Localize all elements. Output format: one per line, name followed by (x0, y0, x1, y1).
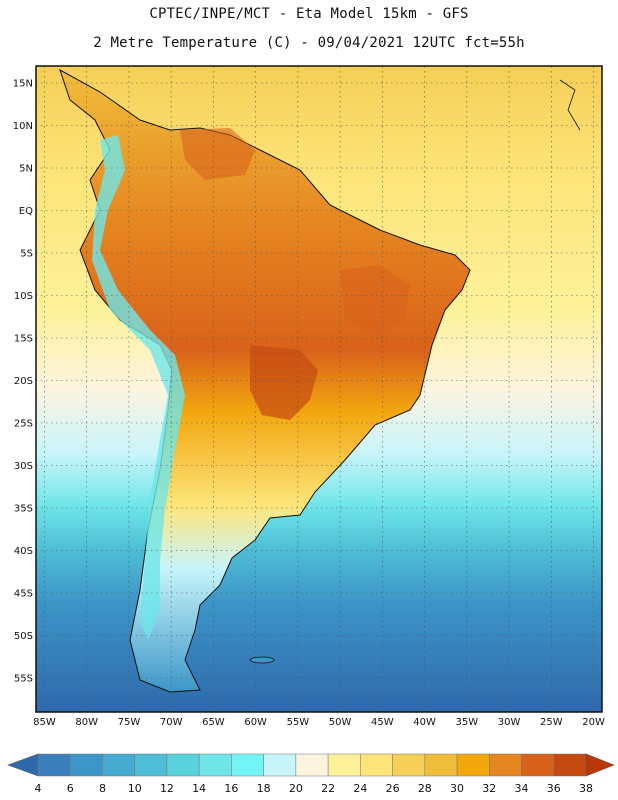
colorbar-swatch (489, 753, 522, 777)
lat-label: 10N (13, 121, 33, 132)
colorbar-tick-label: 38 (579, 782, 593, 795)
colorbar-swatch (37, 753, 71, 777)
lat-label: 40S (14, 546, 33, 557)
colorbar-tick-label: 8 (99, 782, 106, 795)
colorbar-swatch (69, 753, 103, 777)
map-title-line1: CPTEC/INPE/MCT - Eta Model 15km - GFS (149, 6, 469, 22)
colorbar-swatch (134, 753, 168, 777)
lat-label: EQ (19, 206, 33, 217)
colorbar-tick-label: 24 (353, 782, 367, 795)
lat-label: 50S (14, 631, 33, 642)
colorbar-swatch (295, 753, 329, 777)
colorbar-swatch (263, 753, 297, 777)
lon-label: 85W (33, 717, 56, 728)
longitude-labels: 85W 80W 75W 70W 65W 60W 55W 50W 45W 40W 35W 30W 25W 2… (33, 717, 605, 728)
lon-label: 65W (202, 717, 225, 728)
colorbar-swatch (231, 753, 264, 777)
map-frame (35, 65, 603, 713)
lat-label: 10S (14, 291, 33, 302)
colorbar: 4 6 8 10 12 14 16 18 20 22 24 26 28 30 32 34 36 38 (7, 753, 615, 795)
colorbar-tick-label: 28 (418, 782, 432, 795)
colorbar-tick-label: 20 (289, 782, 303, 795)
colorbar-swatch (553, 753, 587, 777)
lon-label: 80W (75, 717, 98, 728)
lat-label: 15S (14, 334, 33, 345)
colorbar-tick-label: 26 (386, 782, 400, 795)
lat-label: 45S (14, 589, 33, 600)
colorbar-swatch (327, 753, 361, 777)
lon-label: 25W (540, 717, 563, 728)
colorbar-swatch (392, 753, 426, 777)
colorbar-tick-label: 34 (515, 782, 529, 795)
colorbar-tick-label: 30 (450, 782, 464, 795)
lat-label: 5S (20, 249, 33, 260)
colorbar-high-arrow (585, 753, 615, 777)
lon-label: 45W (371, 717, 394, 728)
north-hot-region (180, 128, 255, 180)
colorbar-tick-label: 4 (35, 782, 42, 795)
map-title-line2: 2 Metre Temperature (C) - 09/04/2021 12U… (93, 35, 525, 51)
colorbar-tick-label: 10 (128, 782, 142, 795)
colorbar-tick-label: 6 (67, 782, 74, 795)
lon-label: 30W (498, 717, 521, 728)
caribbean-islands (559, 79, 581, 131)
andes-cold-band (92, 135, 185, 640)
core-hot-region (250, 345, 318, 420)
colorbar-swatch (102, 753, 135, 777)
lon-label: 35W (456, 717, 479, 728)
lon-label: 40W (413, 717, 436, 728)
colorbar-tick-label: 36 (547, 782, 561, 795)
colorbar-swatch (198, 753, 232, 777)
lat-label: 35S (14, 504, 33, 515)
colorbar-swatch (166, 753, 200, 777)
colorbar-low-arrow (7, 753, 39, 777)
colorbar-swatch (456, 753, 490, 777)
colorbar-swatch (424, 753, 458, 777)
colorbar-tick-label: 18 (257, 782, 271, 795)
falkland-islands (249, 656, 275, 664)
colorbar-tick-label: 16 (224, 782, 238, 795)
lon-label: 60W (244, 717, 267, 728)
northeast-hot-region (340, 265, 410, 335)
lat-label: 15N (13, 79, 33, 90)
lat-label: 55S (14, 674, 33, 685)
lon-label: 20W (582, 717, 605, 728)
lon-label: 70W (160, 717, 183, 728)
colorbar-swatch (360, 753, 393, 777)
colorbar-tick-label: 22 (321, 782, 335, 795)
colorbar-tick-label: 14 (192, 782, 206, 795)
lon-label: 75W (118, 717, 141, 728)
colorbar-tick-label: 12 (160, 782, 174, 795)
lat-label: 20S (14, 376, 33, 387)
lat-label: 5N (19, 164, 33, 175)
lat-label: 25S (14, 419, 33, 430)
colorbar-swatch (521, 753, 555, 777)
lon-label: 55W (287, 717, 310, 728)
colorbar-tick-label: 32 (482, 782, 496, 795)
latitude-labels: 15N 10N 5N EQ 5S 10S 15S 20S 25S 30S 35S 40S 45S 50S 5… (13, 79, 33, 685)
lat-label: 30S (14, 461, 33, 472)
lon-label: 50W (329, 717, 352, 728)
